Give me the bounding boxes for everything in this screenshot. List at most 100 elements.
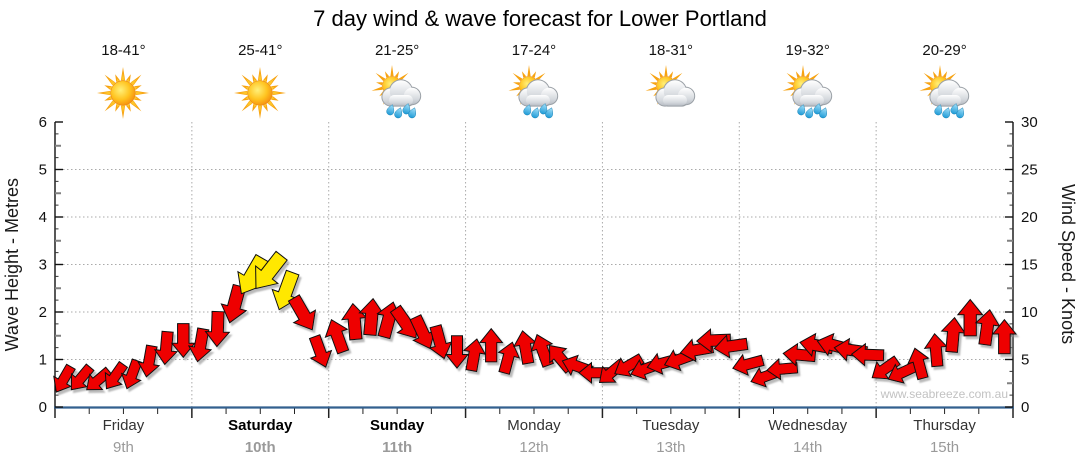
day-date: 13th	[656, 439, 686, 456]
wind-arrow	[713, 334, 749, 359]
day-label: Saturday 10th	[192, 417, 329, 456]
day-label: Wednesday 14th	[739, 417, 876, 456]
wind-arrow	[70, 363, 95, 391]
day-name: Monday	[507, 417, 561, 434]
wind-speed-tick-label: 0	[1021, 399, 1029, 416]
wind-arrow	[871, 355, 901, 380]
wind-arrow	[907, 347, 930, 381]
sunny-icon	[97, 67, 150, 119]
day-name: Tuesday	[642, 417, 700, 434]
day-date: 11th	[382, 439, 413, 456]
showers-icon	[782, 65, 832, 119]
day-label: Tuesday 13th	[602, 417, 739, 456]
wind-arrow	[255, 250, 288, 290]
wind-arrow	[409, 314, 436, 350]
wave-height-tick-label: 1	[39, 352, 47, 369]
temperature-range: 20-29°	[922, 42, 967, 59]
wave-height-tick-label: 2	[39, 304, 47, 321]
wind-arrow	[462, 338, 487, 373]
day-name: Thursday	[913, 417, 976, 434]
day-date: 10th	[244, 439, 276, 456]
showers-icon	[371, 65, 422, 119]
weather-icon-showers	[466, 64, 603, 122]
wind-arrow	[220, 283, 248, 324]
day-name: Wednesday	[768, 417, 848, 434]
wave-height-tick-label: 5	[39, 162, 47, 179]
day-label: Friday 9th	[55, 417, 192, 456]
wind-arrow	[308, 334, 333, 368]
wave-height-tick-label: 6	[39, 114, 47, 131]
left-axis-title: Wave Height - Metres	[2, 122, 23, 407]
wind-arrow	[170, 323, 196, 359]
wind-arrow	[478, 327, 504, 363]
wind-arrow	[204, 310, 231, 348]
wind-arrow	[695, 328, 732, 354]
wind-arrow	[850, 342, 885, 367]
wind-speed-tick-label: 25	[1021, 162, 1038, 179]
wind-arrow-series	[53, 250, 1018, 393]
temperature-range: 21-25°	[374, 42, 420, 59]
partly-cloudy-icon	[645, 65, 696, 107]
temperature-range: 25-41°	[238, 42, 283, 59]
wind-arrow	[153, 330, 179, 366]
weather-icon-showers	[329, 64, 466, 122]
weather-icon-sunny	[192, 64, 329, 122]
wind-arrow	[324, 318, 350, 355]
wind-speed-tick-label: 5	[1021, 352, 1029, 369]
wind-arrow	[358, 297, 386, 337]
wind-arrow	[956, 298, 984, 337]
wind-speed-tick-label: 20	[1021, 209, 1038, 226]
weather-icon-showers	[876, 64, 1013, 122]
wind-arrow	[614, 353, 645, 378]
wind-arrow	[104, 360, 129, 390]
wave-height-tick-label: 3	[39, 257, 47, 274]
day-date: 15th	[929, 439, 960, 456]
temperature-range: 18-41°	[101, 42, 146, 59]
sunny-icon	[234, 67, 287, 119]
showers-icon	[919, 65, 969, 119]
wind-arrow	[940, 316, 966, 353]
wind-arrow	[732, 353, 765, 376]
day-name: Sunday	[370, 417, 425, 434]
weather-icon-sunny	[55, 64, 192, 122]
wave-height-axis-label: Wave Height - Metres	[2, 177, 22, 352]
watermark: www.seabreeze.com.au	[880, 387, 1008, 401]
temperature-range: 17-24°	[511, 42, 557, 59]
wind-arrow	[497, 341, 521, 375]
weather-icon-showers	[739, 64, 876, 122]
wind-arrow	[512, 330, 538, 365]
wind-speed-axis-label: Wind Speed - Knots	[1058, 184, 1078, 345]
wind-arrow	[187, 327, 213, 363]
day-label: Thursday 15th	[876, 417, 1013, 456]
wave-height-tick-label: 0	[39, 399, 47, 416]
wind-arrow	[137, 344, 161, 378]
wind-arrow	[991, 318, 1018, 355]
right-axis-title: Wind Speed - Knots	[1057, 122, 1078, 407]
day-date: 12th	[519, 439, 549, 456]
wind-speed-tick-label: 10	[1021, 304, 1038, 321]
day-name: Saturday	[228, 417, 293, 434]
weather-icon-partly-cloudy	[602, 64, 739, 122]
wind-arrow	[428, 324, 453, 360]
showers-icon	[508, 65, 559, 119]
wave-height-tick-label: 4	[39, 209, 47, 226]
day-label: Sunday 11th	[329, 417, 466, 456]
wind-arrow	[444, 335, 470, 369]
wind-arrow	[120, 358, 143, 390]
page-title: 7 day wind & wave forecast for Lower Por…	[313, 6, 767, 31]
day-label: Monday 12th	[466, 417, 603, 456]
wind-arrow	[974, 308, 1001, 347]
temperature-range: 18-31°	[648, 42, 694, 59]
day-date: 14th	[793, 439, 823, 456]
wind-arrow	[287, 294, 317, 331]
wind-speed-tick-label: 30	[1021, 114, 1038, 131]
wind-arrow	[923, 332, 948, 368]
day-name: Friday	[102, 417, 145, 434]
wind-arrow	[53, 363, 76, 393]
temperature-range: 19-32°	[785, 42, 830, 59]
wind-speed-tick-label: 15	[1021, 257, 1038, 274]
day-date: 9th	[112, 439, 134, 456]
